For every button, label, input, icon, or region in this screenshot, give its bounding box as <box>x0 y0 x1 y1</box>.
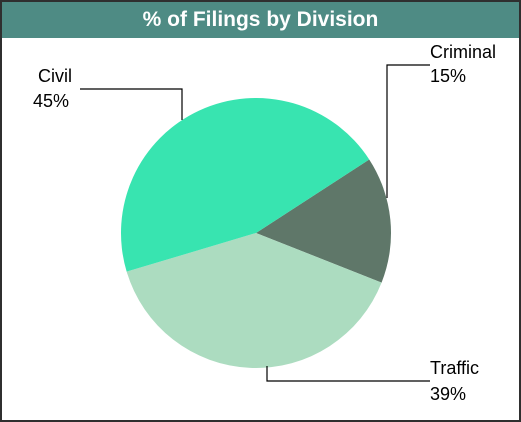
criminal-label: Criminal <box>430 42 496 62</box>
criminal-percent: 15% <box>430 66 466 86</box>
chart-title-bar: % of Filings by Division <box>2 2 519 38</box>
traffic-percent: 39% <box>430 384 466 404</box>
civil-percent: 45% <box>33 91 69 111</box>
leader-line-traffic <box>266 366 430 382</box>
slice-labels: Criminal 15% Traffic 39% Civil 45% <box>33 42 496 404</box>
pie-slice-criminal <box>256 159 392 283</box>
leader-line-civil <box>80 88 183 120</box>
pie-slices <box>120 97 392 369</box>
pie-chart: Criminal 15% Traffic 39% Civil 45% <box>33 42 496 404</box>
pie-slice-traffic <box>126 233 382 369</box>
chart-title: % of Filings by Division <box>142 8 379 31</box>
civil-label: Civil <box>38 66 72 86</box>
pie-slice-civil <box>120 97 370 272</box>
leader-lines <box>80 64 430 382</box>
leader-line-criminal <box>386 64 430 198</box>
traffic-label: Traffic <box>430 358 479 378</box>
